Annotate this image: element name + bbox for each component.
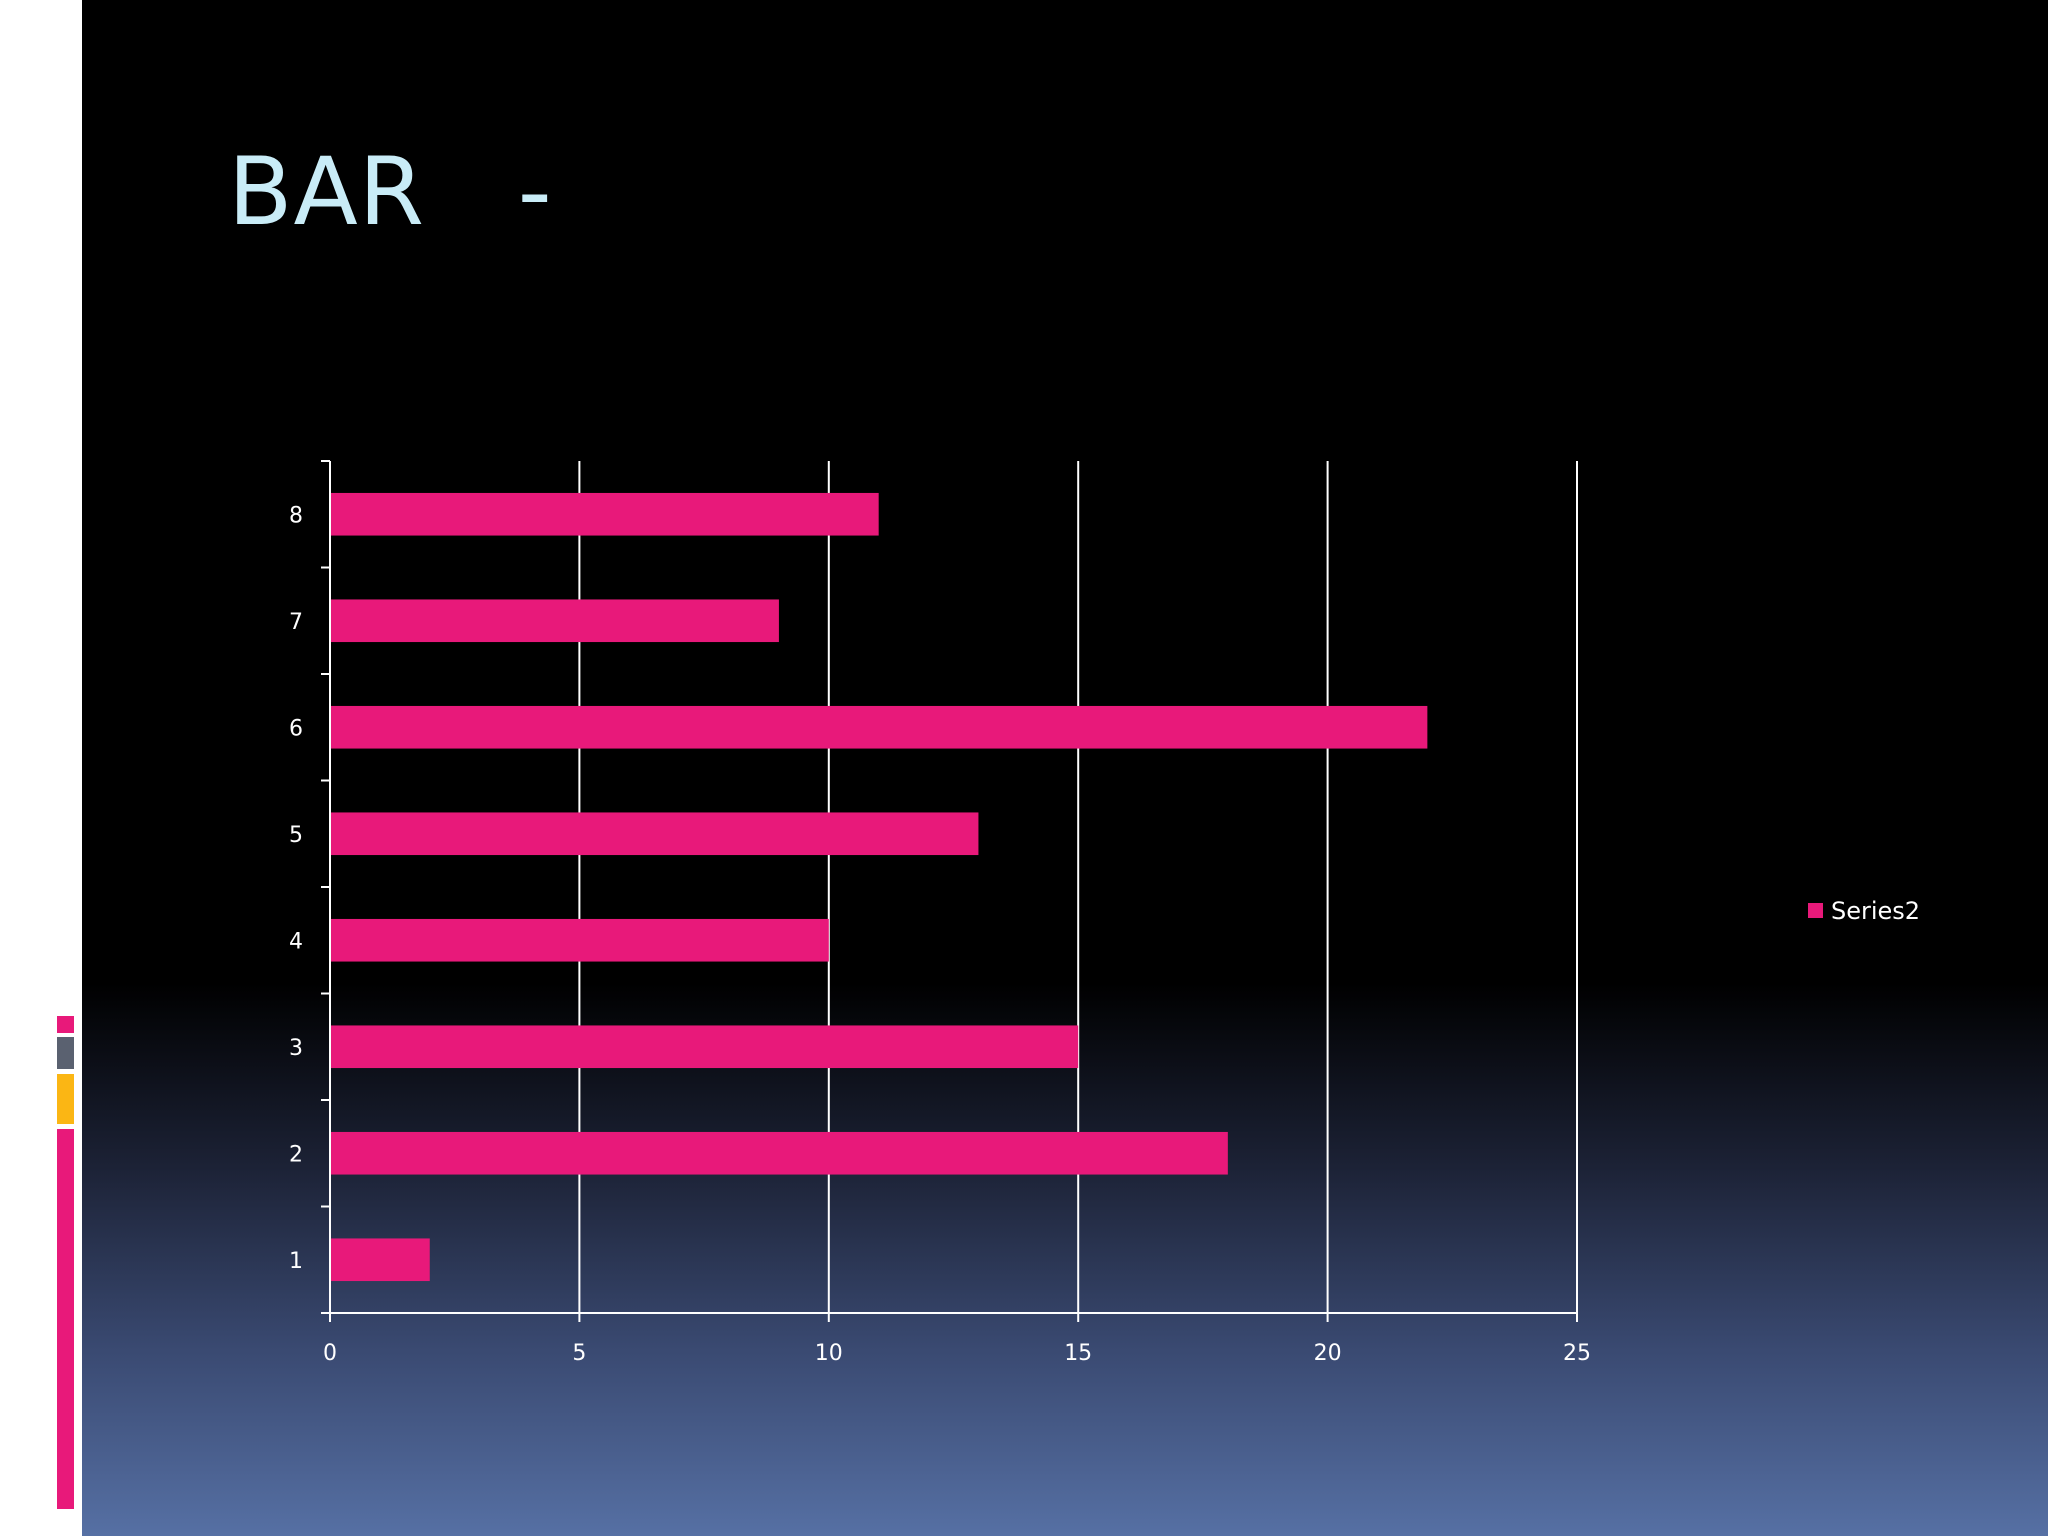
- x-tick-label: 25: [1563, 1341, 1591, 1366]
- barcode-decoration: [48, 152, 80, 234]
- legend-label: Series2: [1831, 897, 1920, 925]
- bar-2: [330, 1131, 1228, 1175]
- chart-axes: [321, 460, 1578, 1322]
- y-tick-label: 7: [289, 610, 303, 635]
- chart-gridlines: [578, 461, 1578, 1313]
- bar-4: [330, 918, 829, 962]
- y-tick-label: 2: [289, 1142, 303, 1167]
- y-tick-label: 8: [289, 503, 303, 528]
- y-tick-label: 4: [289, 929, 303, 954]
- x-tick-label: 20: [1314, 1341, 1342, 1366]
- y-tick-label: 6: [289, 716, 303, 741]
- y-tick-label: 3: [289, 1036, 303, 1061]
- y-tick-label: 1: [289, 1249, 303, 1274]
- chart-legend: Series2: [1808, 897, 1920, 925]
- accent-bar-pink-top: [57, 1016, 74, 1033]
- chart-tick-labels: 0 5 10 15 20 25 1 2 3 4 5 6 7 8: [289, 503, 1591, 1366]
- x-tick-label: 15: [1064, 1341, 1092, 1366]
- accent-bar-gray: [57, 1037, 74, 1069]
- bar-6: [330, 705, 1428, 749]
- x-tick-label: 0: [323, 1341, 337, 1366]
- bar-7: [330, 599, 779, 643]
- bar-3: [330, 1025, 1079, 1069]
- legend-swatch: [1808, 903, 1823, 918]
- x-tick-label: 10: [815, 1341, 843, 1366]
- x-tick-label: 5: [572, 1341, 586, 1366]
- accent-bar-pink-long: [57, 1129, 74, 1509]
- accent-bar-yellow: [57, 1074, 74, 1124]
- slide-title: BAR -: [228, 138, 553, 247]
- bar-8: [330, 492, 879, 536]
- y-tick-label: 5: [289, 823, 303, 848]
- bar-1: [330, 1238, 430, 1282]
- bar-5: [330, 812, 979, 856]
- chart-bars: [330, 492, 1428, 1282]
